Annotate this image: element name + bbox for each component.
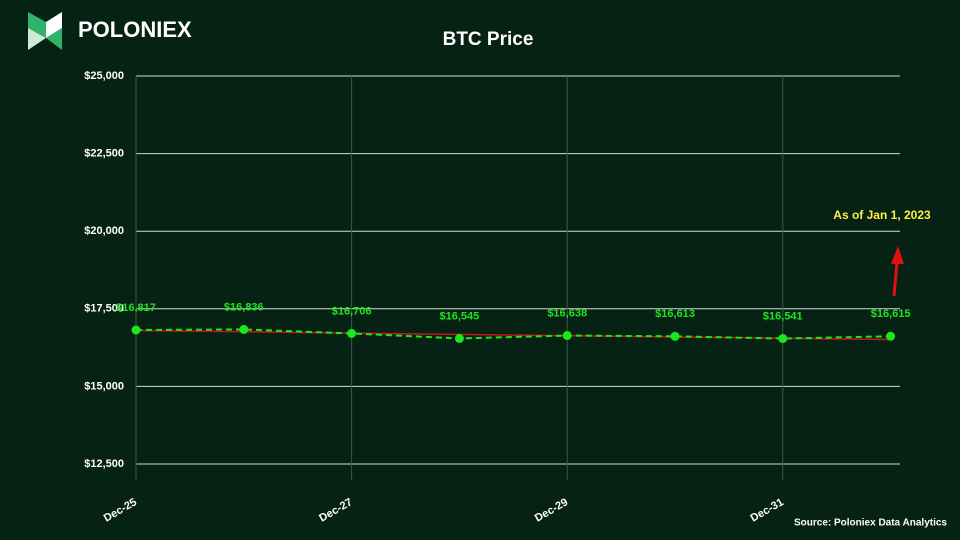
source: Source: Poloniex Data Analytics bbox=[794, 518, 947, 529]
annotation-arrow bbox=[891, 246, 904, 297]
logo-text: POLONIEX bbox=[78, 17, 192, 42]
y-tick-label: $25,000 bbox=[84, 70, 124, 82]
price-line bbox=[135, 328, 891, 340]
logo-shape bbox=[28, 12, 46, 38]
chart-title: BTC Price bbox=[443, 29, 534, 50]
data-label: $16,541 bbox=[763, 310, 803, 322]
y-tick-label: $15,000 bbox=[84, 380, 124, 392]
logo-icon bbox=[28, 12, 62, 50]
trend-line bbox=[135, 329, 891, 341]
data-label: $16,836 bbox=[224, 301, 264, 313]
data-label: $16,613 bbox=[655, 308, 695, 320]
arrow-head bbox=[891, 246, 904, 264]
point bbox=[886, 331, 896, 341]
logo-shape bbox=[46, 28, 62, 50]
logo-shape bbox=[46, 12, 62, 38]
point bbox=[670, 331, 680, 341]
point bbox=[131, 325, 141, 335]
data-label: $16,706 bbox=[332, 305, 372, 317]
y-tick-label: $20,000 bbox=[84, 225, 124, 237]
data-label: $16,817 bbox=[116, 302, 156, 314]
annotation: As of Jan 1, 2023 bbox=[833, 208, 931, 222]
arrow-shaft bbox=[892, 261, 899, 297]
point bbox=[347, 328, 357, 338]
data-label: $16,638 bbox=[547, 307, 587, 319]
logo-shape bbox=[28, 28, 46, 50]
y-tick-label: $17,500 bbox=[84, 303, 124, 315]
point bbox=[778, 334, 788, 344]
point bbox=[562, 331, 572, 341]
data-label: $16,615 bbox=[871, 308, 911, 320]
point bbox=[454, 333, 464, 343]
y-tick-label: $12,500 bbox=[84, 458, 124, 470]
data-label: $16,545 bbox=[440, 310, 480, 322]
y-tick-label: $22,500 bbox=[84, 148, 124, 160]
point bbox=[239, 324, 249, 334]
